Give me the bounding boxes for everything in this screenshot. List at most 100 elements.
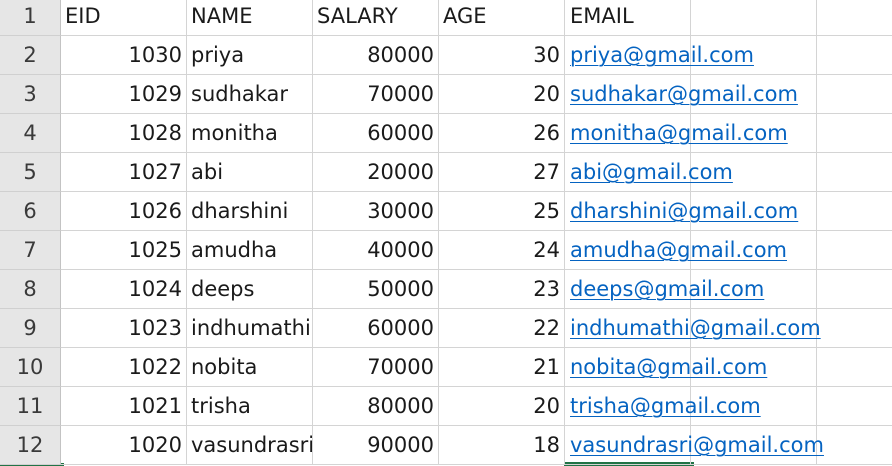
cell-empty[interactable] xyxy=(691,270,817,309)
email-link[interactable]: indhumathi@gmail.com xyxy=(570,316,821,340)
cell-eid[interactable]: 1024 xyxy=(61,270,187,309)
cell-eid[interactable]: 1023 xyxy=(61,309,187,348)
cell-email[interactable]: deeps@gmail.com xyxy=(565,270,769,309)
cell-email-box[interactable] xyxy=(565,36,691,75)
column-header-eid[interactable]: EID xyxy=(61,0,187,36)
cell-age[interactable]: 18 xyxy=(439,426,565,465)
cell-email-box[interactable] xyxy=(565,309,691,348)
cell-age[interactable]: 26 xyxy=(439,114,565,153)
cell-eid[interactable]: 1027 xyxy=(61,153,187,192)
cell-salary[interactable]: 80000 xyxy=(313,387,439,426)
cell-age[interactable]: 23 xyxy=(439,270,565,309)
cell-salary[interactable]: 30000 xyxy=(313,192,439,231)
cell-name[interactable]: trisha xyxy=(187,387,313,426)
cell-email[interactable]: nobita@gmail.com xyxy=(565,348,772,387)
cell-salary[interactable]: 90000 xyxy=(313,426,439,465)
cell-eid[interactable]: 1028 xyxy=(61,114,187,153)
email-link[interactable]: amudha@gmail.com xyxy=(570,238,787,262)
cell-name[interactable]: amudha xyxy=(187,231,313,270)
cell-email-box[interactable] xyxy=(565,0,691,36)
email-link[interactable]: vasundrasri@gmail.com xyxy=(570,433,824,457)
cell-empty[interactable] xyxy=(817,114,892,153)
cell-eid[interactable]: 1029 xyxy=(61,75,187,114)
cell-email[interactable]: dharshini@gmail.com xyxy=(565,192,803,231)
cell-email-box[interactable] xyxy=(565,426,691,465)
row-number-11[interactable]: 11 xyxy=(0,387,61,426)
cell-age[interactable]: 20 xyxy=(439,75,565,114)
cell-email[interactable]: priya@gmail.com xyxy=(565,36,759,75)
column-header-salary[interactable]: SALARY xyxy=(313,0,439,36)
cell-email-box[interactable] xyxy=(565,75,691,114)
cell-salary[interactable]: 40000 xyxy=(313,231,439,270)
cell-name[interactable]: priya xyxy=(187,36,313,75)
cell-email-box[interactable] xyxy=(565,192,691,231)
cell-age[interactable]: 22 xyxy=(439,309,565,348)
cell-empty[interactable] xyxy=(691,75,817,114)
email-link[interactable]: monitha@gmail.com xyxy=(570,121,788,145)
row-number-9[interactable]: 9 xyxy=(0,309,61,348)
row-number-6[interactable]: 6 xyxy=(0,192,61,231)
cell-empty[interactable] xyxy=(817,153,892,192)
cell-empty[interactable] xyxy=(691,426,817,465)
cell-age[interactable]: 24 xyxy=(439,231,565,270)
cell-email[interactable]: trisha@gmail.com xyxy=(565,387,766,426)
cell-email[interactable]: vasundrasri@gmail.com xyxy=(565,426,829,465)
cell-name[interactable]: indhumathi xyxy=(187,309,313,348)
cell-empty[interactable] xyxy=(691,153,817,192)
cell-eid[interactable]: 1025 xyxy=(61,231,187,270)
cell-empty[interactable] xyxy=(691,114,817,153)
cell-name[interactable]: vasundrasri xyxy=(187,426,313,465)
cell-salary[interactable]: 60000 xyxy=(313,114,439,153)
cell-age[interactable]: 21 xyxy=(439,348,565,387)
cell-eid[interactable]: 1020 xyxy=(61,426,187,465)
cell-email-box[interactable] xyxy=(565,387,691,426)
column-header-name[interactable]: NAME xyxy=(187,0,313,36)
cell-empty[interactable] xyxy=(691,309,817,348)
cell-salary[interactable]: 80000 xyxy=(313,36,439,75)
cell-email-box[interactable] xyxy=(565,348,691,387)
cell-empty[interactable] xyxy=(817,426,892,465)
cell-empty[interactable] xyxy=(817,36,892,75)
cell-name[interactable]: sudhakar xyxy=(187,75,313,114)
email-link[interactable]: priya@gmail.com xyxy=(570,43,754,67)
cell-name[interactable]: deeps xyxy=(187,270,313,309)
cell-email[interactable]: abi@gmail.com xyxy=(565,153,738,192)
cell-empty[interactable] xyxy=(817,387,892,426)
email-link[interactable]: abi@gmail.com xyxy=(570,160,733,184)
cell-age[interactable]: 30 xyxy=(439,36,565,75)
cell-email[interactable]: amudha@gmail.com xyxy=(565,231,792,270)
cell-email-box[interactable] xyxy=(565,153,691,192)
email-link[interactable]: dharshini@gmail.com xyxy=(570,199,799,223)
row-number-5[interactable]: 5 xyxy=(0,153,61,192)
cell-eid[interactable]: 1026 xyxy=(61,192,187,231)
cell-salary[interactable]: 20000 xyxy=(313,153,439,192)
cell-eid[interactable]: 1022 xyxy=(61,348,187,387)
cell-name[interactable]: abi xyxy=(187,153,313,192)
cell-age[interactable]: 20 xyxy=(439,387,565,426)
cell-empty[interactable] xyxy=(691,387,817,426)
cell-name[interactable]: dharshini xyxy=(187,192,313,231)
email-link[interactable]: trisha@gmail.com xyxy=(570,394,761,418)
cell-empty[interactable] xyxy=(817,0,892,36)
column-header-email[interactable]: EMAIL xyxy=(565,0,639,36)
cell-empty[interactable] xyxy=(817,309,892,348)
cell-empty[interactable] xyxy=(817,231,892,270)
cell-age[interactable]: 25 xyxy=(439,192,565,231)
cell-email-box[interactable] xyxy=(565,114,691,153)
cell-email[interactable]: indhumathi@gmail.com xyxy=(565,309,826,348)
cell-name[interactable]: nobita xyxy=(187,348,313,387)
row-number-2[interactable]: 2 xyxy=(0,36,61,75)
cell-empty[interactable] xyxy=(691,192,817,231)
row-number-12[interactable]: 12 xyxy=(0,426,61,465)
cell-email[interactable]: sudhakar@gmail.com xyxy=(565,75,803,114)
cell-empty[interactable] xyxy=(817,75,892,114)
cell-email[interactable]: monitha@gmail.com xyxy=(565,114,793,153)
cell-email-box[interactable] xyxy=(565,270,691,309)
cell-email-box[interactable] xyxy=(565,231,691,270)
row-number-3[interactable]: 3 xyxy=(0,75,61,114)
email-link[interactable]: deeps@gmail.com xyxy=(570,277,765,301)
cell-salary[interactable]: 70000 xyxy=(313,348,439,387)
cell-eid[interactable]: 1030 xyxy=(61,36,187,75)
row-number-10[interactable]: 10 xyxy=(0,348,61,387)
email-link[interactable]: nobita@gmail.com xyxy=(570,355,768,379)
